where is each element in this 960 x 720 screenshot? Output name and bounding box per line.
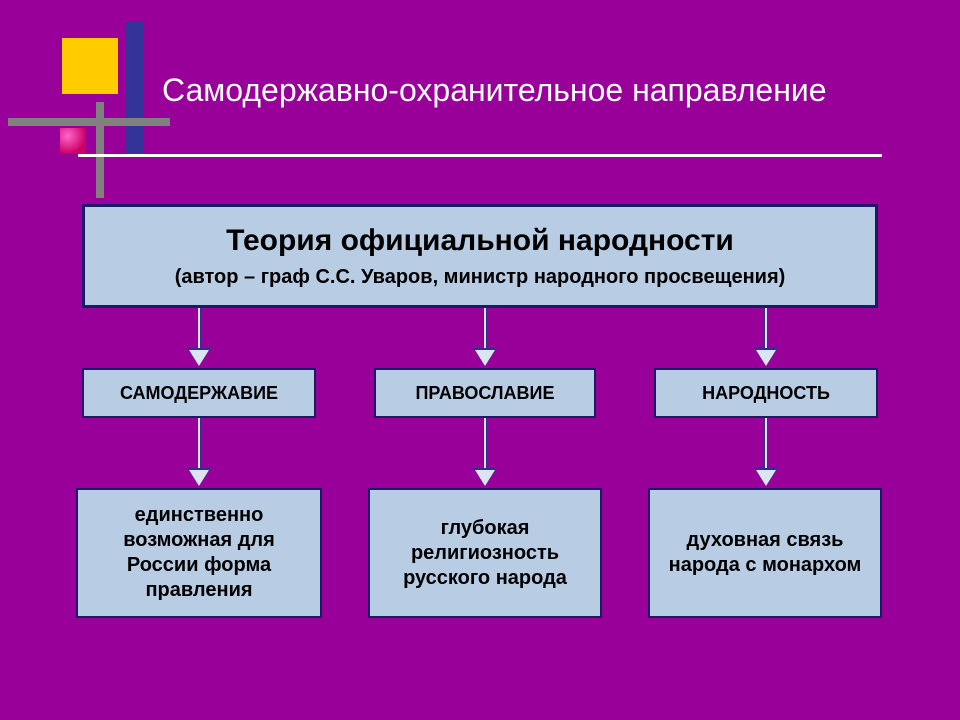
arrow-shaft-icon xyxy=(483,418,487,472)
leaf-box-l2: духовная связь народа с монархом xyxy=(648,488,882,618)
arrow-head-icon xyxy=(756,350,776,366)
root-box: Теория официальной народности (автор – г… xyxy=(82,204,878,308)
arrow-head-icon xyxy=(189,470,209,486)
arrow-head-icon xyxy=(475,350,495,366)
deco-red-square xyxy=(60,128,86,154)
deco-gray-hline xyxy=(8,118,170,126)
arrow-shaft-icon xyxy=(764,418,768,472)
leaf-box-l0: единственно возможная для России форма п… xyxy=(76,488,322,618)
mid-box-m1-label: ПРАВОСЛАВИЕ xyxy=(415,382,554,405)
arrow-head-icon xyxy=(475,470,495,486)
leaf-box-l0-label: единственно возможная для России форма п… xyxy=(88,503,310,603)
root-box-title: Теория официальной народности xyxy=(226,222,734,260)
root-box-subtitle: (автор – граф С.С. Уваров, министр народ… xyxy=(175,265,786,290)
deco-yellow-square xyxy=(62,38,118,94)
slide-canvas: Самодержавно-охранительное направление Т… xyxy=(0,0,960,720)
mid-box-m0: САМОДЕРЖАВИЕ xyxy=(82,368,316,418)
title-rule xyxy=(78,154,882,157)
arrow-shaft-icon xyxy=(764,308,768,352)
arrow-head-icon xyxy=(756,470,776,486)
mid-box-m2: НАРОДНОСТЬ xyxy=(654,368,878,418)
arrow-shaft-icon xyxy=(197,418,201,472)
leaf-box-l1-label: глубокая религиозность русского народа xyxy=(380,516,590,591)
mid-box-m2-label: НАРОДНОСТЬ xyxy=(702,382,830,405)
mid-box-m1: ПРАВОСЛАВИЕ xyxy=(374,368,596,418)
mid-box-m0-label: САМОДЕРЖАВИЕ xyxy=(120,382,278,405)
slide-title: Самодержавно-охранительное направление xyxy=(162,72,827,109)
arrow-head-icon xyxy=(189,350,209,366)
leaf-box-l2-label: духовная связь народа с монархом xyxy=(660,528,870,578)
deco-gray-vline xyxy=(96,102,104,198)
arrow-shaft-icon xyxy=(483,308,487,352)
deco-blue-bar xyxy=(126,22,144,154)
leaf-box-l1: глубокая религиозность русского народа xyxy=(368,488,602,618)
arrow-shaft-icon xyxy=(197,308,201,352)
